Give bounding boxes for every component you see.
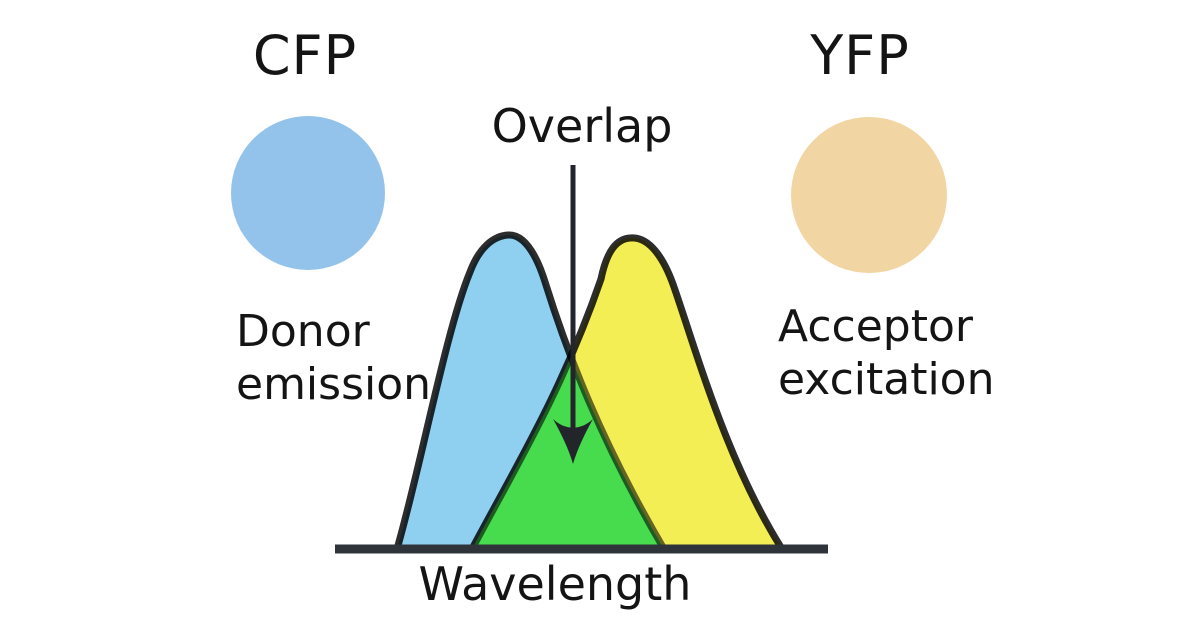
acceptor-role-label: Acceptor excitation bbox=[778, 300, 994, 406]
cfp-circle bbox=[231, 116, 385, 270]
yfp-title: YFP bbox=[810, 24, 910, 87]
acceptor-role-line2: excitation bbox=[778, 354, 995, 405]
donor-role-line1: Donor bbox=[236, 306, 370, 357]
wavelength-label: Wavelength bbox=[418, 557, 692, 611]
overlap-arrowhead-icon bbox=[553, 419, 593, 464]
overlap-label: Overlap bbox=[491, 99, 673, 153]
cfp-title: CFP bbox=[252, 24, 358, 87]
yfp-circle bbox=[791, 117, 947, 273]
acceptor-role-line1: Acceptor bbox=[778, 301, 973, 352]
donor-role-line2: emission bbox=[236, 359, 432, 410]
donor-role-label: Donor emission bbox=[236, 305, 431, 411]
